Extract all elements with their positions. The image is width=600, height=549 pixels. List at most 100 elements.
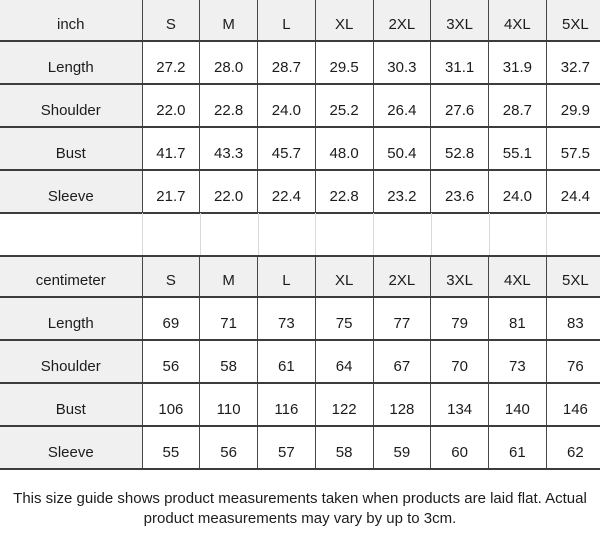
size-header-cell: 4XL (488, 0, 547, 41)
value-cell: 22.8 (314, 170, 373, 213)
value-cell: 57.5 (545, 127, 600, 170)
value-cell: 69 (141, 297, 200, 340)
value-cell: 32.7 (545, 41, 600, 84)
size-header-cell: 2XL (372, 256, 431, 297)
size-header-cell: XL (314, 0, 373, 41)
size-header-cell: M (199, 0, 258, 41)
table-row: Sleeve 55 56 57 58 59 60 61 62 (0, 426, 600, 469)
value-cell: 28.7 (488, 84, 547, 127)
table-spacer (142, 213, 600, 255)
size-header-cell: 2XL (372, 0, 431, 41)
size-header-cell: S (141, 0, 200, 41)
value-cell: 22.0 (141, 84, 200, 127)
table-row: Length 27.2 28.0 28.7 29.5 30.3 31.1 31.… (0, 41, 600, 84)
value-cell: 52.8 (430, 127, 489, 170)
value-cell: 71 (199, 297, 258, 340)
value-cell: 56 (199, 426, 258, 469)
row-label-cell: Bust (0, 127, 142, 170)
value-cell: 22.4 (257, 170, 316, 213)
value-cell: 29.9 (545, 84, 600, 127)
header-row: centimeter S M L XL 2XL 3XL 4XL 5XL (0, 256, 600, 297)
value-cell: 24.0 (257, 84, 316, 127)
value-cell: 60 (430, 426, 489, 469)
value-cell: 116 (257, 383, 316, 426)
value-cell: 122 (314, 383, 373, 426)
size-header-cell: XL (314, 256, 373, 297)
value-cell: 57 (257, 426, 316, 469)
value-cell: 75 (314, 297, 373, 340)
row-label-cell: Length (0, 41, 142, 84)
value-cell: 43.3 (199, 127, 258, 170)
size-header-cell: L (257, 256, 316, 297)
size-guide-disclaimer: This size guide shows product measuremen… (13, 490, 587, 527)
table-row: Shoulder 22.0 22.8 24.0 25.2 26.4 27.6 2… (0, 84, 600, 127)
value-cell: 76 (545, 340, 600, 383)
unit-header-cell: inch (0, 0, 142, 41)
value-cell: 110 (199, 383, 258, 426)
unit-header-cell: centimeter (0, 256, 142, 297)
size-header-cell: M (199, 256, 258, 297)
header-row: inch S M L XL 2XL 3XL 4XL 5XL (0, 0, 600, 41)
value-cell: 22.0 (199, 170, 258, 213)
value-cell: 50.4 (372, 127, 431, 170)
value-cell: 70 (430, 340, 489, 383)
table-row: Length 69 71 73 75 77 79 81 83 (0, 297, 600, 340)
value-cell: 61 (257, 340, 316, 383)
value-cell: 31.1 (430, 41, 489, 84)
value-cell: 79 (430, 297, 489, 340)
row-label-cell: Shoulder (0, 340, 142, 383)
value-cell: 27.6 (430, 84, 489, 127)
value-cell: 23.2 (372, 170, 431, 213)
size-header-cell: L (257, 0, 316, 41)
value-cell: 26.4 (372, 84, 431, 127)
value-cell: 24.4 (545, 170, 600, 213)
value-cell: 23.6 (430, 170, 489, 213)
value-cell: 55.1 (488, 127, 547, 170)
value-cell: 28.0 (199, 41, 258, 84)
value-cell: 59 (372, 426, 431, 469)
value-cell: 64 (314, 340, 373, 383)
value-cell: 146 (545, 383, 600, 426)
value-cell: 21.7 (141, 170, 200, 213)
size-header-cell: 3XL (430, 256, 489, 297)
value-cell: 30.3 (372, 41, 431, 84)
value-cell: 27.2 (141, 41, 200, 84)
size-header-cell: 4XL (488, 256, 547, 297)
value-cell: 73 (257, 297, 316, 340)
value-cell: 67 (372, 340, 431, 383)
value-cell: 25.2 (314, 84, 373, 127)
value-cell: 58 (314, 426, 373, 469)
value-cell: 31.9 (488, 41, 547, 84)
value-cell: 55 (141, 426, 200, 469)
value-cell: 83 (545, 297, 600, 340)
table-row: Bust 106 110 116 122 128 134 140 146 (0, 383, 600, 426)
size-table-inch: inch S M L XL 2XL 3XL 4XL 5XL Length 27.… (0, 0, 600, 214)
table-row: Sleeve 21.7 22.0 22.4 22.8 23.2 23.6 24.… (0, 170, 600, 213)
value-cell: 45.7 (257, 127, 316, 170)
value-cell: 61 (488, 426, 547, 469)
value-cell: 41.7 (141, 127, 200, 170)
value-cell: 29.5 (314, 41, 373, 84)
value-cell: 28.7 (257, 41, 316, 84)
value-cell: 134 (430, 383, 489, 426)
size-header-cell: S (141, 256, 200, 297)
table-row: Shoulder 56 58 61 64 67 70 73 76 (0, 340, 600, 383)
table-row: Bust 41.7 43.3 45.7 48.0 50.4 52.8 55.1 … (0, 127, 600, 170)
value-cell: 62 (545, 426, 600, 469)
row-label-cell: Bust (0, 383, 142, 426)
value-cell: 77 (372, 297, 431, 340)
value-cell: 106 (141, 383, 200, 426)
value-cell: 56 (141, 340, 200, 383)
row-label-cell: Sleeve (0, 170, 142, 213)
row-label-cell: Shoulder (0, 84, 142, 127)
size-header-cell: 5XL (545, 256, 600, 297)
value-cell: 73 (488, 340, 547, 383)
value-cell: 24.0 (488, 170, 547, 213)
value-cell: 48.0 (314, 127, 373, 170)
value-cell: 128 (372, 383, 431, 426)
value-cell: 140 (488, 383, 547, 426)
value-cell: 81 (488, 297, 547, 340)
value-cell: 58 (199, 340, 258, 383)
size-header-cell: 3XL (430, 0, 489, 41)
